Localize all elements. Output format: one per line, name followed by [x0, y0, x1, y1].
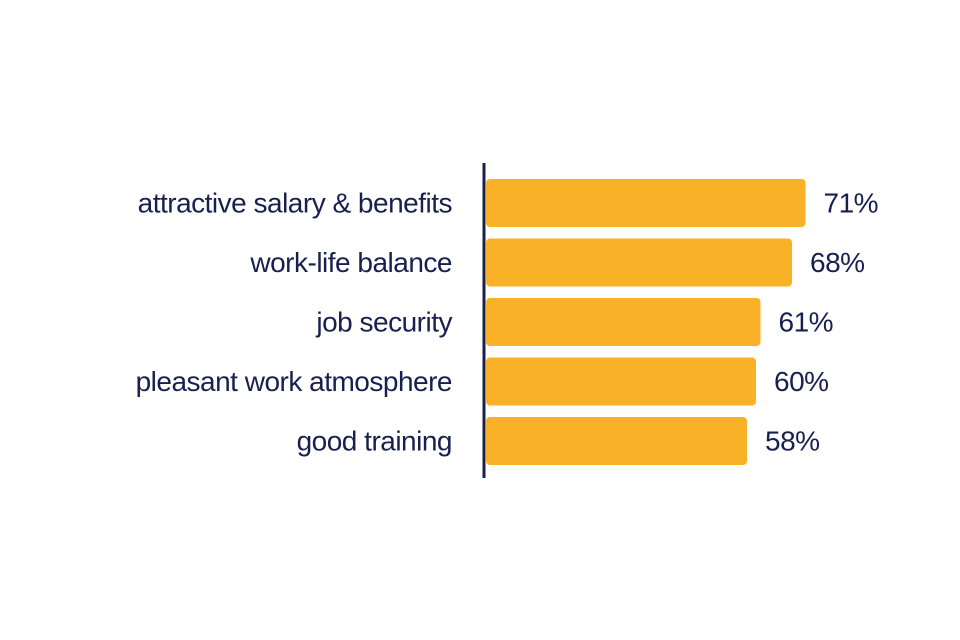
value-label: 58%: [765, 425, 820, 456]
bar: [486, 357, 756, 406]
value-label: 71%: [824, 187, 879, 218]
category-label: pleasant work atmosphere: [136, 366, 452, 397]
value-label: 60%: [774, 366, 829, 397]
category-label: good training: [297, 425, 452, 456]
value-label: 61%: [779, 306, 834, 337]
category-label: work-life balance: [249, 247, 452, 278]
bar: [486, 298, 761, 346]
value-label: 68%: [810, 247, 865, 278]
bar: [486, 238, 792, 287]
bar: [486, 179, 806, 227]
bar: [486, 417, 747, 465]
category-label: attractive salary & benefits: [138, 187, 452, 218]
category-label: job security: [315, 306, 452, 337]
